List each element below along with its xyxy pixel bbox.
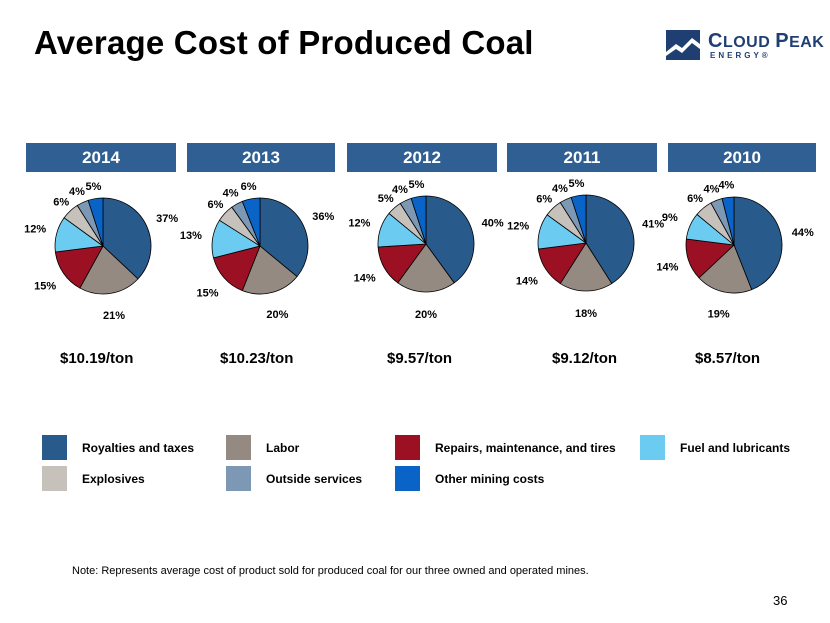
pie-label-2010-5: 4% [704, 183, 720, 195]
pie-slice-2013-6 [241, 197, 261, 247]
pie-slice-2010-0 [733, 196, 783, 291]
pie-label-2012-1: 20% [415, 309, 437, 321]
legend-swatch [395, 435, 420, 460]
pie-label-2010-0: 44% [792, 227, 814, 239]
pie-label-2014-5: 4% [69, 186, 85, 198]
pie-label-2011-0: 41% [642, 219, 664, 231]
legend-swatch [395, 466, 420, 491]
mountain-logo-icon [666, 30, 700, 60]
cost-per-ton-2012: $9.57/ton [387, 350, 453, 367]
pie-slice-2013-0 [259, 197, 309, 278]
pie-label-2010-3: 9% [662, 212, 678, 224]
pie-slice-2014-6 [87, 197, 104, 247]
legend-explosives: Explosives [42, 466, 145, 491]
pie-slice-2012-6 [410, 195, 427, 245]
pie-label-2013-6: 6% [241, 181, 257, 193]
page-number: 36 [773, 593, 788, 608]
pie-slice-2014-1 [79, 245, 139, 295]
pie-label-2014-1: 21% [103, 310, 125, 322]
pie-slice-2012-0 [425, 195, 475, 284]
pie-slice-2013-1 [241, 245, 298, 295]
pie-slice-2010-6 [721, 196, 735, 246]
pie-label-2012-6: 5% [409, 179, 425, 191]
pie-label-2011-4: 6% [536, 194, 552, 206]
pie-slice-2010-1 [698, 244, 753, 294]
pie-label-2012-0: 40% [482, 217, 504, 229]
footnote: Note: Represents average cost of product… [72, 565, 589, 577]
pie-label-2012-5: 4% [392, 184, 408, 196]
pie-label-2013-2: 15% [196, 287, 218, 299]
pie-label-2013-5: 4% [223, 188, 239, 200]
cost-per-ton-2010: $8.57/ton [695, 350, 761, 367]
legend-swatch [226, 435, 251, 460]
pie-label-2010-6: 4% [718, 180, 734, 192]
cost-per-ton-2013: $10.23/ton [220, 350, 294, 367]
year-header-2013: 2013 [187, 143, 335, 172]
pie-slice-2014-0 [102, 197, 152, 280]
logo-subtitle: ENERGY® [710, 51, 771, 60]
pie-label-2013-1: 20% [266, 309, 288, 321]
pie-label-2014-2: 15% [34, 280, 56, 292]
pie-label-2011-1: 18% [575, 308, 597, 320]
pie-slice-2011-1 [559, 242, 613, 292]
cost-per-ton-2014: $10.19/ton [60, 350, 134, 367]
pie-label-2012-3: 12% [348, 217, 370, 229]
pie-label-2013-0: 36% [312, 211, 334, 223]
pie-label-2012-4: 5% [378, 193, 394, 205]
year-header-2011: 2011 [507, 143, 657, 172]
pie-label-2011-2: 14% [516, 276, 538, 288]
pie-label-2011-5: 4% [552, 183, 568, 195]
pie-label-2014-6: 5% [86, 181, 102, 193]
year-header-2012: 2012 [347, 143, 497, 172]
year-header-2010: 2010 [668, 143, 816, 172]
pie-label-2010-2: 14% [656, 262, 678, 274]
legend-swatch [42, 435, 67, 460]
logo-brand-name: CLOUD PEAK [708, 30, 825, 52]
legend-labor: Labor [226, 435, 299, 460]
pie-label-2013-4: 6% [208, 199, 224, 211]
legend-swatch [42, 466, 67, 491]
pie-label-2013-3: 13% [180, 230, 202, 242]
pie-label-2014-3: 12% [24, 224, 46, 236]
legend-swatch [640, 435, 665, 460]
legend-repairs: Repairs, maintenance, and tires [395, 435, 616, 460]
pie-slice-2012-1 [397, 243, 455, 293]
pie-label-2010-4: 6% [687, 193, 703, 205]
legend-outside-services: Outside services [226, 466, 362, 491]
legend-swatch [226, 466, 251, 491]
pie-label-2011-6: 5% [569, 178, 585, 190]
page-title: Average Cost of Produced Coal [34, 24, 534, 61]
legend-royalties-and-taxes: Royalties and taxes [42, 435, 194, 460]
company-logo: CLOUD PEAK ENERGY® [666, 28, 826, 68]
pie-slice-2011-6 [570, 194, 587, 244]
legend-fuel-and-lubricants: Fuel and lubricants [640, 435, 790, 460]
pie-label-2011-3: 12% [507, 221, 529, 233]
pie-label-2014-4: 6% [53, 197, 69, 209]
pie-label-2014-0: 37% [156, 213, 178, 225]
legend-other-mining-costs: Other mining costs [395, 466, 544, 491]
year-header-2014: 2014 [26, 143, 176, 172]
cost-per-ton-2011: $9.12/ton [552, 350, 618, 367]
pie-label-2012-2: 14% [354, 273, 376, 285]
pie-label-2010-1: 19% [708, 308, 730, 320]
